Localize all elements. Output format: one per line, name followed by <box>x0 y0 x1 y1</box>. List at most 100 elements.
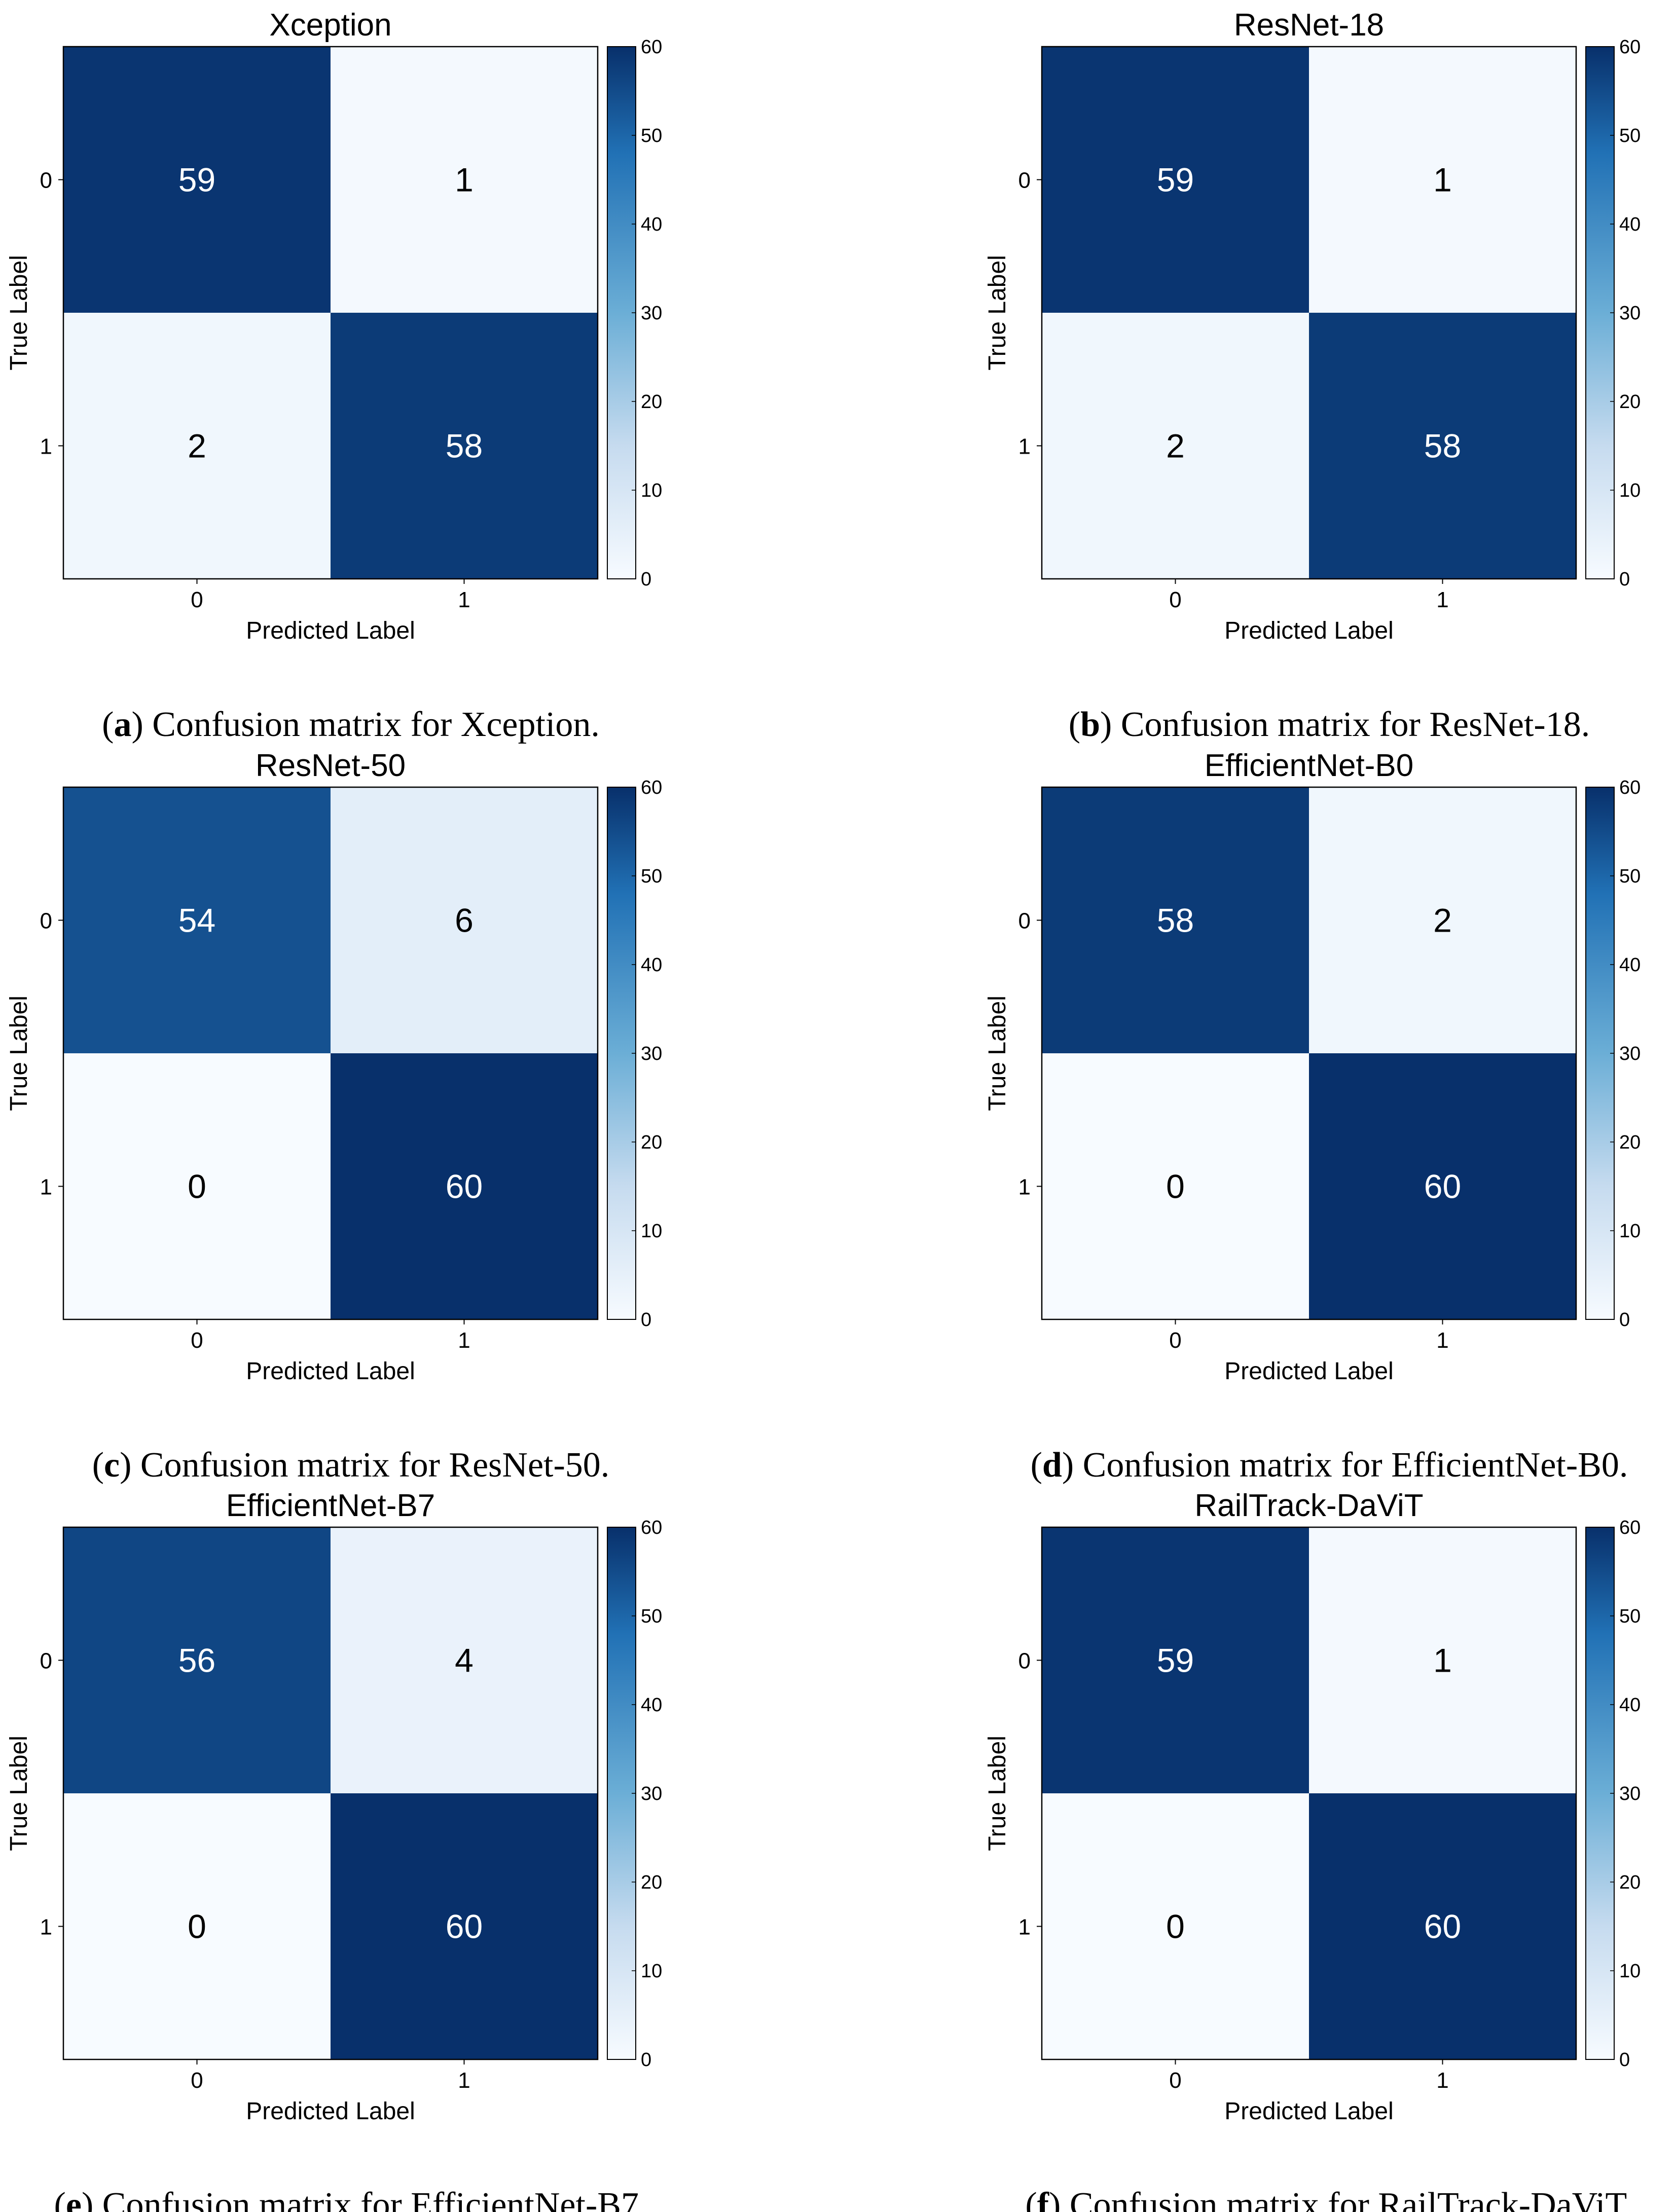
cell-0-0 <box>63 47 331 313</box>
caption-text: Confusion matrix for ResNet-18. <box>1112 705 1590 744</box>
chart-title: EfficientNet-B7 <box>226 1488 435 1523</box>
chart-title: RailTrack-DaViT <box>1194 1488 1423 1523</box>
colorbar-tick-label: 60 <box>641 36 662 58</box>
cell-value-1-1: 60 <box>1424 1168 1461 1205</box>
caption-letter: c <box>104 1446 120 1485</box>
colorbar-tick-label: 0 <box>641 2049 651 2071</box>
y-axis-label: True Label <box>984 996 1011 1111</box>
colorbar-tick-label: 20 <box>1619 391 1641 413</box>
cell-value-0-0: 58 <box>1157 902 1194 939</box>
chart-title: Xception <box>269 8 391 43</box>
cell-1-1 <box>331 1793 598 2059</box>
matrix-frame <box>1041 46 1577 580</box>
y-axis-label: True Label <box>6 996 32 1111</box>
x-tick-label: 1 <box>458 1328 470 1353</box>
cell-value-1-0: 0 <box>1166 1168 1185 1205</box>
colorbar-tick-label: 40 <box>641 954 662 976</box>
cell-value-1-1: 58 <box>446 427 483 465</box>
caption-text: Confusion matrix for ResNet-50. <box>131 1446 609 1485</box>
x-axis-label: Predicted Label <box>246 2098 415 2125</box>
matrix-frame <box>1041 786 1577 1320</box>
colorbar-tick-label: 40 <box>1619 1694 1641 1716</box>
colorbar-tick-label: 30 <box>641 1783 662 1804</box>
y-tick-label: 1 <box>1018 1915 1031 1940</box>
cell-value-1-1: 58 <box>1424 427 1461 465</box>
cell-1-1 <box>1309 1793 1576 2059</box>
cell-1-0 <box>63 1793 331 2059</box>
cell-value-0-1: 2 <box>1433 902 1452 939</box>
colorbar-tick-label: 50 <box>641 125 662 146</box>
colorbar-tick-label: 60 <box>1619 36 1641 58</box>
colorbar <box>607 787 636 1320</box>
y-tick-label: 0 <box>1018 168 1031 193</box>
y-axis-label: True Label <box>6 1736 32 1851</box>
y-axis-label: True Label <box>984 255 1011 371</box>
cell-1-1 <box>331 313 598 579</box>
colorbar-tick-label: 40 <box>1619 954 1641 976</box>
colorbar-tick-label: 60 <box>641 1517 662 1538</box>
caption-text: Confusion matrix for RailTrack-DaViT. <box>1061 2186 1633 2212</box>
colorbar <box>607 1527 636 2060</box>
cell-value-0-0: 56 <box>178 1642 215 1679</box>
cell-0-0 <box>63 1527 331 1793</box>
cell-value-0-1: 1 <box>455 161 474 199</box>
x-axis-label: Predicted Label <box>246 1358 415 1385</box>
x-tick-label: 1 <box>1436 587 1448 612</box>
y-tick-label: 1 <box>40 1175 52 1200</box>
caption-letter: d <box>1042 1446 1062 1485</box>
colorbar-tick-label: 20 <box>641 391 662 413</box>
cell-value-1-1: 60 <box>446 1168 483 1205</box>
cell-1-0 <box>63 1053 331 1319</box>
cell-1-1 <box>1309 313 1576 579</box>
caption-letter: b <box>1080 705 1100 744</box>
cell-value-1-1: 60 <box>1424 1908 1461 1945</box>
colorbar <box>607 46 636 579</box>
cell-0-1 <box>1309 1527 1576 1793</box>
colorbar-tick-label: 60 <box>1619 1517 1641 1538</box>
colorbar-tick-label: 10 <box>641 1961 662 1982</box>
y-tick-label: 0 <box>1018 909 1031 934</box>
y-tick-label: 0 <box>40 909 52 934</box>
cell-0-1 <box>331 47 598 313</box>
cell-value-0-0: 59 <box>1157 161 1194 199</box>
cell-0-0 <box>1042 1527 1309 1793</box>
colorbar-tick-label: 40 <box>1619 214 1641 235</box>
cell-value-1-0: 2 <box>1166 427 1185 465</box>
cell-value-1-0: 0 <box>188 1168 206 1205</box>
colorbar-tick-label: 60 <box>1619 777 1641 798</box>
colorbar-tick-label: 10 <box>1619 1961 1641 1982</box>
colorbar-tick-label: 20 <box>1619 1872 1641 1893</box>
colorbar-tick-label: 50 <box>1619 125 1641 146</box>
figure-caption: (c) Confusion matrix for ResNet-50. <box>92 1446 610 1485</box>
cell-1-0 <box>1042 313 1309 579</box>
x-tick-label: 1 <box>1436 2068 1448 2093</box>
figure-caption: (a) Confusion matrix for Xception. <box>102 705 600 744</box>
colorbar-tick-label: 50 <box>641 1606 662 1627</box>
x-axis-label: Predicted Label <box>246 617 415 644</box>
colorbar-tick-label: 10 <box>641 1221 662 1242</box>
x-tick-label: 0 <box>191 2068 203 2093</box>
x-tick-label: 1 <box>458 2068 470 2093</box>
colorbar <box>1585 46 1615 579</box>
colorbar-tick-label: 50 <box>641 866 662 887</box>
cell-value-0-1: 1 <box>1433 1642 1452 1679</box>
cell-value-1-0: 0 <box>188 1908 206 1945</box>
cell-value-0-1: 1 <box>1433 161 1452 199</box>
x-axis-label: Predicted Label <box>1224 617 1394 644</box>
figure-caption: (d) Confusion matrix for EfficientNet-B0… <box>1031 1446 1628 1485</box>
cell-value-0-0: 59 <box>1157 1642 1194 1679</box>
colorbar-tick-label: 0 <box>641 1309 651 1331</box>
caption-letter: e <box>66 2186 82 2212</box>
caption-letter: a <box>114 705 131 744</box>
x-tick-label: 1 <box>1436 1328 1448 1353</box>
x-tick-label: 0 <box>191 587 203 612</box>
colorbar-tick-label: 30 <box>641 303 662 324</box>
chart-title: ResNet-50 <box>256 748 406 783</box>
cell-1-1 <box>331 1053 598 1319</box>
colorbar-tick-label: 0 <box>1619 2049 1630 2071</box>
colorbar-tick-label: 40 <box>641 1694 662 1716</box>
